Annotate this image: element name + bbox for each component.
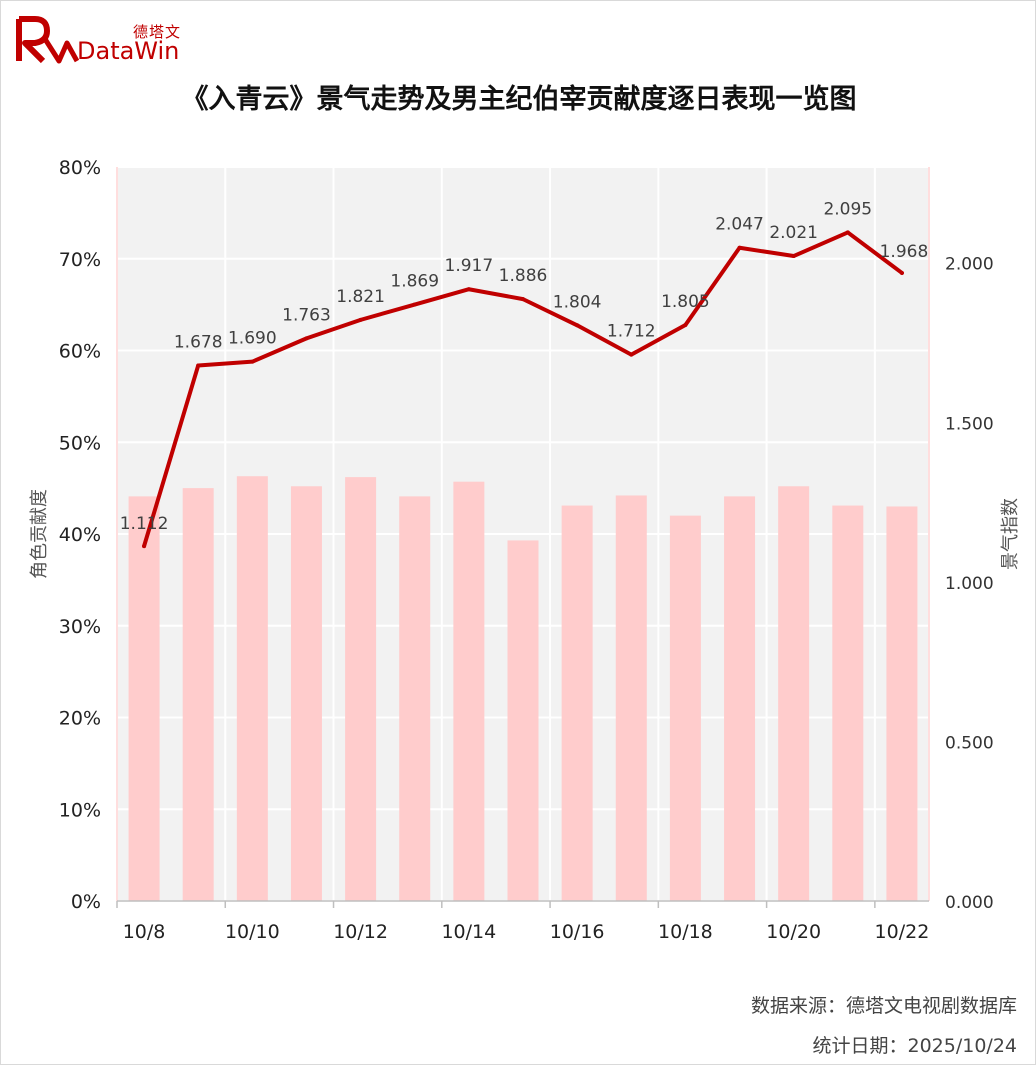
bar xyxy=(128,496,160,901)
stat-date: 统计日期：2025/10/24 xyxy=(812,1035,1017,1057)
data-label: 1.805 xyxy=(661,292,710,312)
x-tick-label: 10/14 xyxy=(441,921,496,943)
x-tick-label: 10/8 xyxy=(123,921,166,943)
data-label: 1.886 xyxy=(499,266,548,286)
line-point xyxy=(412,302,417,307)
y-right-tick-label: 0.000 xyxy=(945,893,994,913)
line-point xyxy=(845,230,850,235)
bar xyxy=(886,506,918,901)
bar xyxy=(236,476,268,901)
y-left-tick-label: 10% xyxy=(59,799,101,821)
y-left-tick-label: 60% xyxy=(59,341,101,363)
x-tick-label: 10/16 xyxy=(550,921,605,943)
bar xyxy=(832,505,864,901)
datawin-logo-icon xyxy=(16,16,79,64)
y-left-tick-label: 0% xyxy=(71,891,101,913)
x-tick-label: 10/12 xyxy=(333,921,388,943)
bar xyxy=(615,495,647,901)
line-point xyxy=(521,297,525,302)
y-left-tick-label: 40% xyxy=(59,524,101,546)
bar xyxy=(345,477,377,901)
y-right-axis-title: 景气指数 xyxy=(1000,498,1021,570)
data-label: 1.690 xyxy=(228,329,277,349)
y-right-tick-label: 1.500 xyxy=(945,414,994,434)
bar xyxy=(399,496,431,901)
data-label: 1.112 xyxy=(120,514,169,534)
bar xyxy=(507,540,539,901)
y-left-tick-label: 80% xyxy=(59,157,101,179)
line-point xyxy=(196,363,201,368)
data-label: 1.678 xyxy=(174,332,223,352)
data-label: 2.095 xyxy=(823,199,872,219)
data-label: 1.968 xyxy=(880,242,929,262)
data-label: 1.763 xyxy=(282,305,331,325)
line-point xyxy=(575,323,580,328)
combo-chart: 0% 10% 20% 30% 40% 50% 60% 70% 80% 10/8 10/10 10/12… xyxy=(29,157,1021,943)
chart-title: 《入青云》景气走势及男主纪伯宰贡献度逐日表现一览图 xyxy=(181,84,857,115)
bar xyxy=(561,505,593,901)
logo-text-cn: 德塔文 xyxy=(133,23,182,41)
line-point xyxy=(899,270,904,275)
bar xyxy=(290,486,322,901)
line-point xyxy=(304,336,309,341)
line-point xyxy=(737,245,742,250)
bar xyxy=(724,496,756,901)
x-tick-label: 10/10 xyxy=(225,921,280,943)
data-label: 1.712 xyxy=(607,322,656,342)
bar xyxy=(778,486,810,901)
y-right-tick-label: 0.500 xyxy=(945,733,994,753)
line-point xyxy=(250,359,255,364)
data-label: 1.821 xyxy=(336,287,385,307)
x-tick-label: 10/22 xyxy=(875,921,930,943)
x-tick-label: 10/18 xyxy=(658,921,713,943)
line-point xyxy=(466,287,471,292)
y-left-tick-label: 70% xyxy=(59,249,101,271)
data-source: 数据来源：德塔文电视剧数据库 xyxy=(750,995,1017,1017)
bar xyxy=(669,515,701,901)
data-label: 1.917 xyxy=(445,256,494,276)
data-label: 2.047 xyxy=(715,215,764,235)
line-point xyxy=(629,352,634,357)
data-label: 1.869 xyxy=(390,272,439,292)
data-label: 2.021 xyxy=(769,223,818,243)
line-point xyxy=(142,544,147,549)
y-left-tick-label: 20% xyxy=(59,708,101,730)
line-point xyxy=(791,254,796,259)
y-right-tick-label: 2.000 xyxy=(945,255,994,275)
data-label: 1.804 xyxy=(553,292,602,312)
logo-text-en: DataWin xyxy=(77,37,180,65)
x-tick-label: 10/20 xyxy=(766,921,821,943)
bar xyxy=(182,488,214,901)
y-left-axis-title: 角色贡献度 xyxy=(29,489,50,579)
y-left-tick-label: 50% xyxy=(59,432,101,454)
y-right-tick-label: 1.000 xyxy=(945,574,994,594)
line-point xyxy=(683,322,688,327)
line-point xyxy=(358,317,363,322)
bar xyxy=(453,481,485,901)
y-left-tick-label: 30% xyxy=(59,616,101,638)
